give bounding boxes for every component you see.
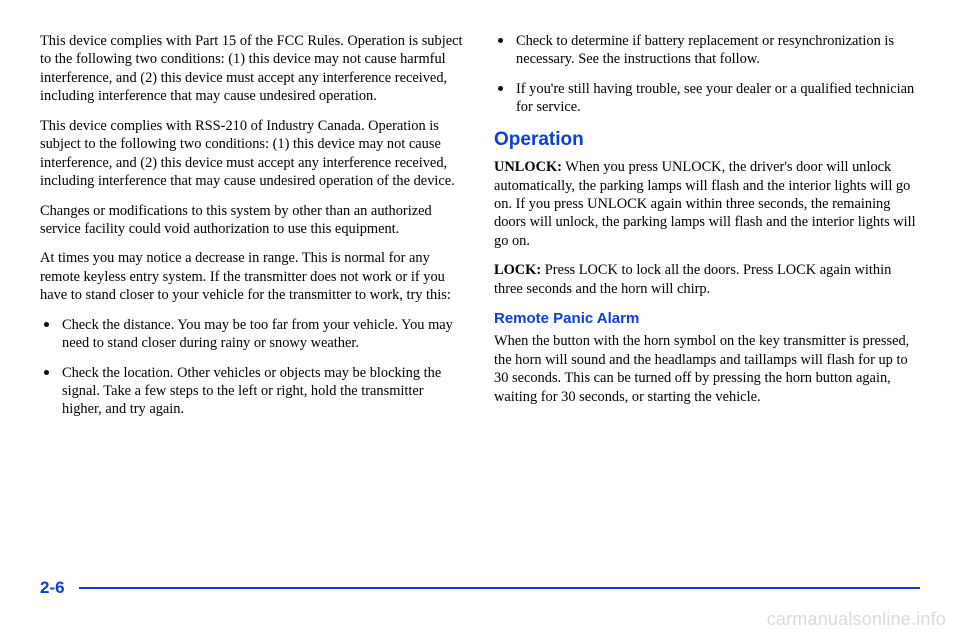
page-number: 2-6: [40, 578, 65, 598]
unlock-paragraph: UNLOCK: When you press UNLOCK, the drive…: [494, 158, 920, 250]
lock-label: LOCK:: [494, 262, 541, 278]
lock-paragraph: LOCK: Press LOCK to lock all the doors. …: [494, 261, 920, 298]
manual-page: This device complies with Part 15 of the…: [0, 0, 960, 450]
page-footer: 2-6: [40, 578, 920, 598]
industry-canada-paragraph: This device complies with RSS-210 of Ind…: [40, 117, 466, 191]
troubleshoot-list-left: Check the distance. You may be too far f…: [40, 316, 466, 419]
range-paragraph: At times you may notice a decrease in ra…: [40, 249, 466, 304]
list-item: Check the location. Other vehicles or ob…: [40, 364, 466, 419]
right-column: Check to determine if battery replacemen…: [494, 32, 920, 430]
watermark-text: carmanualsonline.info: [767, 609, 946, 630]
troubleshoot-list-right: Check to determine if battery replacemen…: [494, 32, 920, 117]
fcc-paragraph: This device complies with Part 15 of the…: [40, 32, 466, 106]
list-item: Check the distance. You may be too far f…: [40, 316, 466, 353]
modifications-paragraph: Changes or modifications to this system …: [40, 202, 466, 239]
list-item: If you're still having trouble, see your…: [494, 80, 920, 117]
two-column-layout: This device complies with Part 15 of the…: [40, 32, 920, 430]
list-item: Check to determine if battery replacemen…: [494, 32, 920, 69]
left-column: This device complies with Part 15 of the…: [40, 32, 466, 430]
lock-text: Press LOCK to lock all the doors. Press …: [494, 262, 891, 296]
footer-rule: [79, 587, 920, 589]
unlock-label: UNLOCK:: [494, 159, 562, 175]
remote-panic-heading: Remote Panic Alarm: [494, 309, 920, 328]
operation-heading: Operation: [494, 128, 920, 152]
remote-panic-text: When the button with the horn symbol on …: [494, 332, 920, 406]
